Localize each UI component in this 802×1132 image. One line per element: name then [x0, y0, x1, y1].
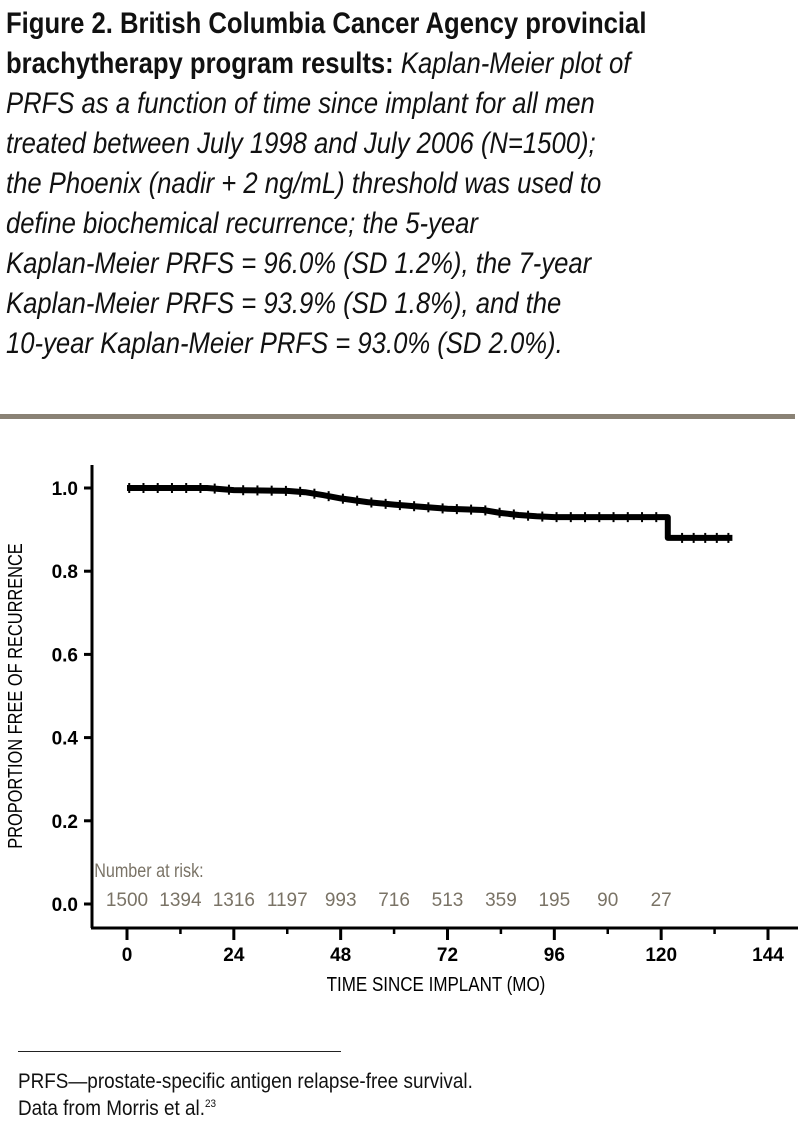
caption-line: Kaplan-Meier PRFS = 96.0% (SD 1.2%), the…	[6, 244, 776, 284]
caption-segment: Kaplan-Meier PRFS = 93.9% (SD 1.8%), and…	[6, 287, 562, 320]
figure-caption: Figure 2. British Columbia Cancer Agency…	[6, 4, 802, 364]
y-tick-label: 0.2	[52, 812, 78, 833]
x-tick-label: 0	[122, 945, 133, 966]
risk-count: 195	[538, 890, 570, 911]
caption-segment: PRFS as a function of time since implant…	[6, 87, 595, 120]
risk-count: 1500	[106, 890, 148, 911]
risk-count: 716	[378, 890, 410, 911]
x-tick-label: 144	[752, 945, 784, 966]
x-tick-label: 120	[645, 945, 677, 966]
footnote-source: Data from Morris et al.23	[18, 1097, 216, 1121]
caption-line: Figure 2. British Columbia Cancer Agency…	[6, 4, 776, 44]
footnote-divider	[18, 1051, 341, 1052]
y-axis-label: PROPORTION FREE OF RECURRENCE	[3, 543, 26, 848]
caption-segment: define biochemical recurrence; the 5-yea…	[6, 207, 478, 240]
caption-line: the Phoenix (nadir + 2 ng/mL) threshold …	[6, 164, 776, 204]
y-tick-label: 0.0	[52, 895, 78, 916]
risk-table-label: Number at risk:	[94, 860, 203, 882]
footnote-abbreviation: PRFS—prostate-specific antigen relapse-f…	[18, 1070, 473, 1093]
caption-segment: Kaplan-Meier plot of	[400, 47, 631, 80]
risk-count: 1197	[267, 890, 308, 911]
footnote-source-text: Data from Morris et al.	[18, 1097, 205, 1120]
risk-count: 1316	[213, 890, 255, 911]
risk-count: 513	[432, 890, 464, 911]
x-axis-label: TIME SINCE IMPLANT (MO)	[327, 973, 546, 996]
caption-line: PRFS as a function of time since implant…	[6, 84, 776, 124]
caption-segment: Figure 2.	[6, 7, 121, 40]
y-tick-label: 0.4	[52, 729, 79, 750]
caption-divider	[0, 414, 795, 419]
caption-line: define biochemical recurrence; the 5-yea…	[6, 204, 776, 244]
y-tick-label: 0.8	[52, 562, 78, 583]
caption-segment: British Columbia Cancer Agency provincia…	[120, 7, 647, 40]
risk-count: 27	[651, 890, 672, 911]
x-tick-label: 48	[330, 945, 351, 966]
caption-segment: Kaplan-Meier PRFS = 96.0% (SD 1.2%), the…	[6, 247, 592, 280]
x-tick-label: 24	[223, 945, 245, 966]
x-tick-label: 72	[437, 945, 458, 966]
risk-count: 1394	[159, 890, 202, 911]
risk-count: 90	[597, 890, 618, 911]
caption-segment: the Phoenix (nadir + 2 ng/mL) threshold …	[6, 167, 602, 200]
risk-count: 359	[485, 890, 517, 911]
y-tick-label: 0.6	[52, 645, 78, 666]
survival-curve	[127, 485, 733, 541]
caption-segment: treated between July 1998 and July 2006 …	[6, 127, 596, 160]
y-tick-label: 1.0	[52, 479, 78, 500]
caption-segment: 10-year Kaplan-Meier PRFS = 93.0% (SD 2.…	[6, 327, 563, 360]
caption-segment: brachytherapy program results:	[6, 47, 401, 80]
x-tick-label: 96	[544, 945, 565, 966]
caption-line: Kaplan-Meier PRFS = 93.9% (SD 1.8%), and…	[6, 284, 776, 324]
caption-line: treated between July 1998 and July 2006 …	[6, 124, 776, 164]
footnote-reference: 23	[204, 1098, 216, 1110]
caption-line: 10-year Kaplan-Meier PRFS = 93.0% (SD 2.…	[6, 324, 776, 364]
risk-count: 993	[325, 890, 357, 911]
caption-line: brachytherapy program results: Kaplan-Me…	[6, 44, 776, 84]
